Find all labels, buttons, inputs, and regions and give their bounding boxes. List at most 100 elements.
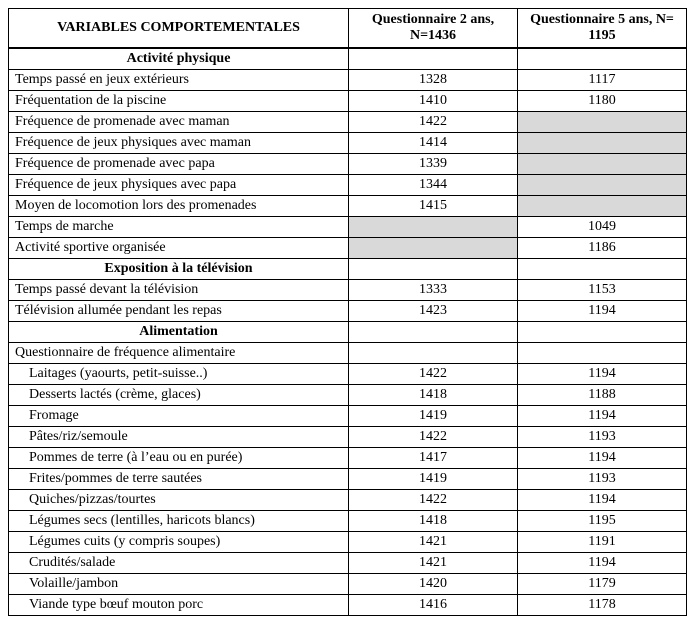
row-label: Temps passé en jeux extérieurs — [9, 70, 349, 91]
table-row: Laitages (yaourts, petit-suisse..) 1422 … — [9, 364, 687, 385]
row-label: Crudités/salade — [9, 553, 349, 574]
row-q5: 1194 — [518, 364, 687, 385]
row-q2: 1421 — [349, 553, 518, 574]
row-q2: 1417 — [349, 448, 518, 469]
row-q2: 1422 — [349, 112, 518, 133]
cell-blank — [518, 48, 687, 70]
row-q5-shaded — [518, 133, 687, 154]
row-label: Pommes de terre (à l’eau ou en purée) — [9, 448, 349, 469]
cell-blank — [518, 322, 687, 343]
table-row: Fromage 1419 1194 — [9, 406, 687, 427]
row-label: Fréquentation de la piscine — [9, 91, 349, 112]
row-q5 — [518, 343, 687, 364]
table-row: Temps passé en jeux extérieurs 1328 1117 — [9, 70, 687, 91]
row-label: Fréquence de promenade avec papa — [9, 154, 349, 175]
row-q5-shaded — [518, 196, 687, 217]
row-label: Télévision allumée pendant les repas — [9, 301, 349, 322]
row-label: Fréquence de jeux physiques avec papa — [9, 175, 349, 196]
table-row: Pâtes/riz/semoule 1422 1193 — [9, 427, 687, 448]
row-q5: 1195 — [518, 511, 687, 532]
row-label: Volaille/jambon — [9, 574, 349, 595]
header-q5: Questionnaire 5 ans, N= 1195 — [518, 9, 687, 49]
row-label: Desserts lactés (crème, glaces) — [9, 385, 349, 406]
row-label: Viande type bœuf mouton porc — [9, 595, 349, 616]
row-q5: 1193 — [518, 469, 687, 490]
section-row: Activité physique — [9, 48, 687, 70]
row-q5: 1186 — [518, 238, 687, 259]
row-q5: 1194 — [518, 301, 687, 322]
header-variables: VARIABLES COMPORTEMENTALES — [9, 9, 349, 49]
table-row: Activité sportive organisée 1186 — [9, 238, 687, 259]
row-q5: 1194 — [518, 553, 687, 574]
section-exposition-tv: Exposition à la télévision — [9, 259, 349, 280]
table-row: Temps passé devant la télévision 1333 11… — [9, 280, 687, 301]
row-q2: 1339 — [349, 154, 518, 175]
table-row: Télévision allumée pendant les repas 142… — [9, 301, 687, 322]
row-q5: 1194 — [518, 448, 687, 469]
row-q2: 1419 — [349, 469, 518, 490]
row-q2: 1422 — [349, 364, 518, 385]
row-q5: 1049 — [518, 217, 687, 238]
table-header-row: VARIABLES COMPORTEMENTALES Questionnaire… — [9, 9, 687, 49]
row-label: Frites/pommes de terre sautées — [9, 469, 349, 490]
row-q5: 1194 — [518, 406, 687, 427]
row-q5: 1188 — [518, 385, 687, 406]
row-q2: 1418 — [349, 385, 518, 406]
table-row: Questionnaire de fréquence alimentaire — [9, 343, 687, 364]
row-q2: 1328 — [349, 70, 518, 91]
table-row: Crudités/salade 1421 1194 — [9, 553, 687, 574]
row-q2-shaded — [349, 238, 518, 259]
row-q2: 1410 — [349, 91, 518, 112]
table-row: Légumes secs (lentilles, haricots blancs… — [9, 511, 687, 532]
table-row: Volaille/jambon 1420 1179 — [9, 574, 687, 595]
table-row: Temps de marche 1049 — [9, 217, 687, 238]
section-row: Exposition à la télévision — [9, 259, 687, 280]
cell-blank — [349, 322, 518, 343]
cell-blank — [518, 259, 687, 280]
row-q5: 1153 — [518, 280, 687, 301]
row-q5: 1117 — [518, 70, 687, 91]
table-row: Quiches/pizzas/tourtes 1422 1194 — [9, 490, 687, 511]
row-label: Moyen de locomotion lors des promenades — [9, 196, 349, 217]
row-label: Légumes secs (lentilles, haricots blancs… — [9, 511, 349, 532]
row-label: Pâtes/riz/semoule — [9, 427, 349, 448]
row-label: Temps passé devant la télévision — [9, 280, 349, 301]
table-row: Fréquentation de la piscine 1410 1180 — [9, 91, 687, 112]
row-q5-shaded — [518, 154, 687, 175]
table-row: Frites/pommes de terre sautées 1419 1193 — [9, 469, 687, 490]
row-q2: 1415 — [349, 196, 518, 217]
row-label: Activité sportive organisée — [9, 238, 349, 259]
row-label: Fromage — [9, 406, 349, 427]
section-alimentation: Alimentation — [9, 322, 349, 343]
row-q2: 1422 — [349, 490, 518, 511]
cell-blank — [349, 48, 518, 70]
row-label: Fréquence de jeux physiques avec maman — [9, 133, 349, 154]
row-q5: 1194 — [518, 490, 687, 511]
table-row: Fréquence de jeux physiques avec papa 13… — [9, 175, 687, 196]
row-q5: 1178 — [518, 595, 687, 616]
row-q2: 1420 — [349, 574, 518, 595]
row-q2: 1333 — [349, 280, 518, 301]
row-q5-shaded — [518, 112, 687, 133]
row-q2: 1418 — [349, 511, 518, 532]
row-q2: 1419 — [349, 406, 518, 427]
row-q5: 1179 — [518, 574, 687, 595]
table-row: Viande type bœuf mouton porc 1416 1178 — [9, 595, 687, 616]
row-q2: 1421 — [349, 532, 518, 553]
table-row: Légumes cuits (y compris soupes) 1421 11… — [9, 532, 687, 553]
row-label: Questionnaire de fréquence alimentaire — [9, 343, 349, 364]
section-row: Alimentation — [9, 322, 687, 343]
row-label: Quiches/pizzas/tourtes — [9, 490, 349, 511]
cell-blank — [349, 259, 518, 280]
table-row: Pommes de terre (à l’eau ou en purée) 14… — [9, 448, 687, 469]
row-q5: 1193 — [518, 427, 687, 448]
row-q2: 1344 — [349, 175, 518, 196]
row-q5: 1191 — [518, 532, 687, 553]
header-q2: Questionnaire 2 ans, N=1436 — [349, 9, 518, 49]
row-q2: 1416 — [349, 595, 518, 616]
row-q2: 1422 — [349, 427, 518, 448]
row-label: Laitages (yaourts, petit-suisse..) — [9, 364, 349, 385]
table-row: Fréquence de jeux physiques avec maman 1… — [9, 133, 687, 154]
row-label: Légumes cuits (y compris soupes) — [9, 532, 349, 553]
row-label: Fréquence de promenade avec maman — [9, 112, 349, 133]
